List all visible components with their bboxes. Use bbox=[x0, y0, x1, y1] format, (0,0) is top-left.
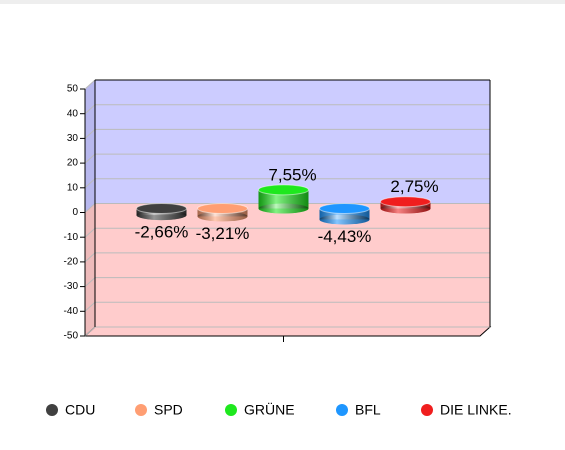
y-tick-label: -30 bbox=[64, 281, 79, 292]
y-tick-label: 30 bbox=[67, 133, 79, 144]
legend-marker bbox=[46, 404, 58, 416]
bar-top bbox=[136, 203, 187, 214]
legend: CDU SPD GRÜNE BFL DIE LINKE. bbox=[46, 401, 512, 418]
back-wall-lower bbox=[95, 203, 490, 327]
y-tick-label: -20 bbox=[64, 257, 79, 268]
bar bbox=[319, 203, 370, 225]
bar-top bbox=[197, 203, 248, 214]
bar-top bbox=[319, 203, 370, 214]
legend-marker bbox=[336, 404, 348, 416]
top-strip bbox=[0, 0, 565, 4]
legend-label: GRÜNE bbox=[244, 401, 295, 418]
value-label: -2,66% bbox=[135, 223, 189, 242]
bar bbox=[258, 184, 309, 214]
y-tick-label: 40 bbox=[67, 108, 79, 119]
y-tick-label: -10 bbox=[64, 232, 79, 243]
legend-label: BFL bbox=[355, 402, 381, 418]
y-tick-label: -40 bbox=[64, 306, 79, 317]
bar bbox=[136, 203, 187, 221]
y-tick-label: -50 bbox=[64, 331, 79, 342]
floor bbox=[83, 326, 492, 337]
y-tick-label: 50 bbox=[67, 84, 79, 95]
y-tick-label: 20 bbox=[67, 158, 79, 169]
side-wall-upper bbox=[85, 80, 95, 213]
value-label: 2,75% bbox=[390, 177, 438, 196]
back-wall-upper bbox=[95, 80, 490, 204]
y-tick-label: 0 bbox=[72, 207, 78, 218]
y-tick-label: 10 bbox=[67, 182, 79, 193]
bar bbox=[380, 196, 431, 214]
legend-label: CDU bbox=[65, 402, 95, 418]
bar bbox=[197, 203, 248, 222]
value-label: 7,55% bbox=[268, 165, 316, 184]
side-wall-lower bbox=[85, 203, 95, 336]
legend-marker bbox=[135, 404, 147, 416]
value-label: -4,43% bbox=[318, 227, 372, 246]
value-label: -3,21% bbox=[196, 224, 250, 243]
plot-area: -50 -40 -30 -20 -10 0 10 20 30 40 50 -2,66% -3,21% 7,… bbox=[64, 79, 492, 342]
legend-marker bbox=[225, 404, 237, 416]
legend-label: DIE LINKE. bbox=[440, 402, 512, 418]
legend-marker bbox=[421, 404, 433, 416]
bar-top bbox=[258, 184, 309, 196]
legend-label: SPD bbox=[154, 402, 183, 418]
bar-top bbox=[380, 196, 431, 208]
